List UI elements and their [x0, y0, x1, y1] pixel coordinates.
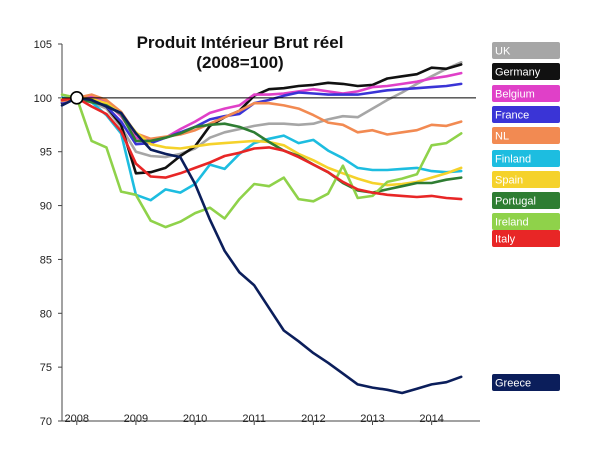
legend-label-greece: Greece — [495, 378, 531, 390]
legend-label-italy: Italy — [495, 234, 516, 246]
legend: UK Germany Belgium France NL Finland Spain Port… — [492, 42, 560, 391]
plot-area: 70 75 80 85 90 95 100 105 2008 2009 2010 2011 2012 20… — [34, 39, 480, 428]
series-line-ireland — [60, 93, 463, 229]
x-tick-label: 2012 — [301, 413, 325, 425]
legend-label-france: France — [495, 110, 529, 122]
y-tick-label: 100 — [34, 93, 52, 105]
legend-label-portugal: Portugal — [495, 196, 536, 208]
series-line-portugal — [60, 96, 463, 194]
legend-label-germany: Germany — [495, 67, 541, 79]
x-tick-label: 2008 — [65, 413, 89, 425]
legend-label-finland: Finland — [495, 154, 531, 166]
legend-label-nl: NL — [495, 131, 509, 143]
x-tick-label: 2013 — [360, 413, 384, 425]
chart-subtitle: (2008=100) — [196, 53, 283, 72]
legend-swatch-portugal — [492, 192, 560, 209]
legend-label-spain: Spain — [495, 175, 523, 187]
y-tick-label: 95 — [40, 147, 52, 159]
series-line-italy — [60, 96, 463, 201]
x-tick-label: 2011 — [242, 413, 266, 425]
y-tick-label: 80 — [40, 308, 52, 320]
y-tick-label: 75 — [40, 362, 52, 374]
x-tick-label: 2014 — [419, 413, 443, 425]
x-tick-label: 2009 — [124, 413, 148, 425]
y-tick-label: 90 — [40, 201, 52, 213]
legend-swatch-nl — [492, 127, 560, 144]
legend-label-ireland: Ireland — [495, 217, 529, 229]
series-line-greece — [60, 96, 463, 395]
legend-swatch-italy — [492, 230, 560, 247]
legend-swatch-uk — [492, 42, 560, 59]
legend-swatch-finland — [492, 150, 560, 167]
legend-swatch-france — [492, 106, 560, 123]
legend-label-belgium: Belgium — [495, 89, 535, 101]
y-tick-label: 85 — [40, 254, 52, 266]
series-line-france — [60, 82, 463, 146]
y-tick-label: 70 — [40, 416, 52, 428]
chart-title: Produit Intérieur Brut réel — [137, 33, 344, 52]
y-tick-label: 105 — [34, 39, 52, 51]
legend-swatch-belgium — [492, 85, 560, 102]
legend-swatch-greece — [492, 374, 560, 391]
legend-swatch-ireland — [492, 213, 560, 230]
legend-swatch-germany — [492, 63, 560, 80]
x-tick-label: 2010 — [183, 413, 207, 425]
reference-marker — [69, 91, 84, 105]
legend-label-uk: UK — [495, 46, 511, 58]
legend-swatch-spain — [492, 171, 560, 188]
series-line-uk — [60, 60, 463, 159]
